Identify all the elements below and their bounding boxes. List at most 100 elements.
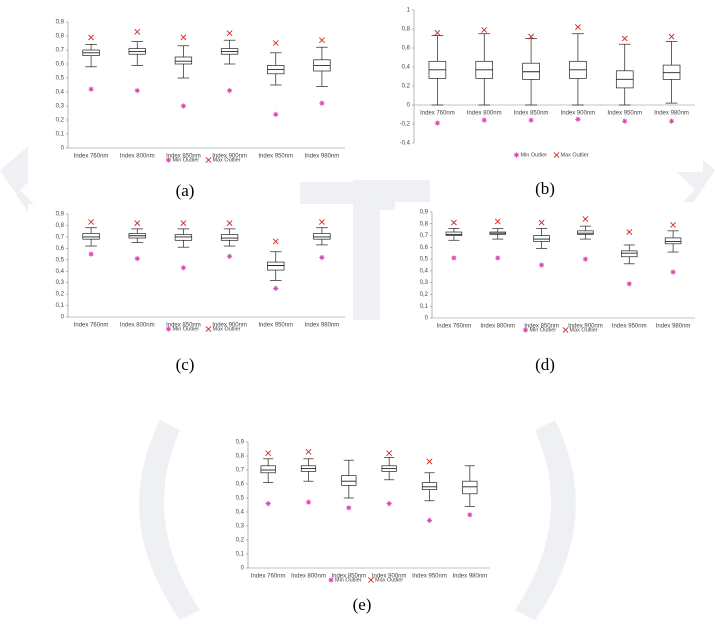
box	[523, 63, 540, 79]
outlier-marker	[273, 112, 278, 117]
box	[175, 235, 192, 241]
y-tick-label: 0,1	[420, 304, 429, 310]
outlier-marker	[627, 281, 632, 286]
y-tick-label: 0,7	[236, 468, 245, 474]
outlier-marker	[227, 88, 232, 93]
outlier-marker	[227, 254, 232, 259]
outlier-marker	[135, 256, 140, 261]
box-chart: 00,10,20,30,40,50,60,70,80,9Index 760nmI…	[28, 12, 353, 200]
x-tick-label: Index 760nm	[74, 154, 109, 160]
box	[621, 251, 637, 257]
y-tick-label: 0,8	[236, 454, 245, 460]
x-tick-label: Index 760nm	[251, 574, 286, 580]
legend-label: Min Outlier	[173, 326, 200, 332]
y-tick-label: 0,5	[420, 257, 429, 263]
legend-marker	[514, 152, 519, 157]
y-tick-label: 0,3	[56, 280, 65, 286]
outlier-marker	[575, 117, 580, 122]
outlier-marker	[346, 505, 351, 510]
y-tick-label: 0,9	[236, 440, 245, 446]
box	[534, 236, 550, 242]
x-tick-label: Index 900nm	[561, 111, 596, 117]
legend-marker	[166, 157, 171, 162]
x-tick-label: Index 800nm	[467, 111, 502, 117]
legend-label: Max Outlier	[213, 157, 241, 163]
box	[663, 65, 680, 79]
y-tick-label: 0,6	[56, 62, 65, 68]
y-tick-label: 0,8	[402, 27, 411, 33]
box	[175, 57, 192, 64]
x-tick-label: Index 800nm	[480, 324, 515, 330]
box	[267, 262, 284, 270]
y-tick-label: 0,2	[236, 538, 245, 544]
caption: (d)	[535, 355, 555, 374]
legend-marker	[523, 327, 528, 332]
y-tick-label: 0,2	[56, 292, 65, 298]
box	[314, 233, 331, 239]
y-tick-label: 0,7	[56, 48, 65, 54]
box	[83, 233, 100, 239]
legend-label: Max Outlier	[213, 326, 241, 332]
outlier-marker	[273, 286, 278, 291]
box	[463, 481, 478, 494]
caption: (a)	[176, 181, 195, 200]
x-tick-label: Index 980nm	[452, 574, 487, 580]
x-tick-label: Index 760nm	[437, 324, 472, 330]
outlier-marker	[539, 262, 544, 267]
outlier-marker	[181, 103, 186, 108]
y-tick-label: 0,5	[236, 496, 245, 502]
x-tick-label: Index 850nm	[514, 111, 549, 117]
outlier-marker	[670, 269, 675, 274]
x-tick-label: Index 800nm	[120, 154, 155, 160]
y-tick-label: 0,6	[236, 482, 245, 488]
box	[446, 232, 462, 236]
y-tick-label: 0,8	[420, 221, 429, 227]
box	[221, 235, 238, 241]
y-tick-label: 0,1	[56, 303, 65, 309]
legend-label: Max Outlier	[561, 152, 589, 158]
y-tick-label: 0,7	[420, 233, 429, 239]
x-tick-label: Index 800nm	[291, 574, 326, 580]
y-tick-label: 0,6	[402, 46, 411, 52]
box	[342, 476, 357, 486]
legend-label: Max Outlier	[570, 327, 598, 333]
box	[261, 466, 276, 473]
y-tick-label: 0,4	[56, 90, 65, 96]
y-tick-label: 0,4	[420, 268, 429, 274]
x-tick-label: Index 950nm	[258, 154, 293, 160]
y-tick-label: 0,2	[56, 118, 65, 124]
outlier-marker	[669, 119, 674, 124]
y-tick-label: 0,8	[56, 34, 65, 40]
x-tick-label: Index 950nm	[412, 574, 447, 580]
y-tick-label: 0,4	[236, 510, 245, 516]
y-tick-label: -0,2	[400, 122, 411, 128]
outlier-marker	[319, 255, 324, 260]
x-tick-label: Index 980nm	[654, 111, 689, 117]
legend-label: Min Outlier	[335, 577, 362, 583]
caption: (b)	[535, 179, 555, 198]
outlier-marker	[427, 518, 432, 523]
x-tick-label: Index 760nm	[420, 111, 455, 117]
outlier-marker	[495, 255, 500, 260]
y-tick-label: 0,9	[56, 212, 65, 218]
outlier-marker	[467, 512, 472, 517]
legend-marker	[328, 577, 333, 582]
y-tick-label: 0,9	[56, 20, 65, 26]
x-tick-label: Index 980nm	[305, 323, 340, 329]
x-tick-label: Index 950nm	[607, 111, 642, 117]
legend-label: Min Outlier	[173, 157, 200, 163]
outlier-marker	[266, 501, 271, 506]
outlier-marker	[583, 257, 588, 262]
y-tick-label: 0,3	[56, 104, 65, 110]
box	[422, 483, 437, 490]
y-tick-label: 0,3	[236, 524, 245, 530]
y-tick-label: 0,8	[56, 223, 65, 229]
caption: (e)	[353, 595, 372, 614]
legend-marker	[166, 326, 171, 331]
x-tick-label: Index 950nm	[258, 323, 293, 329]
outlier-marker	[622, 119, 627, 124]
